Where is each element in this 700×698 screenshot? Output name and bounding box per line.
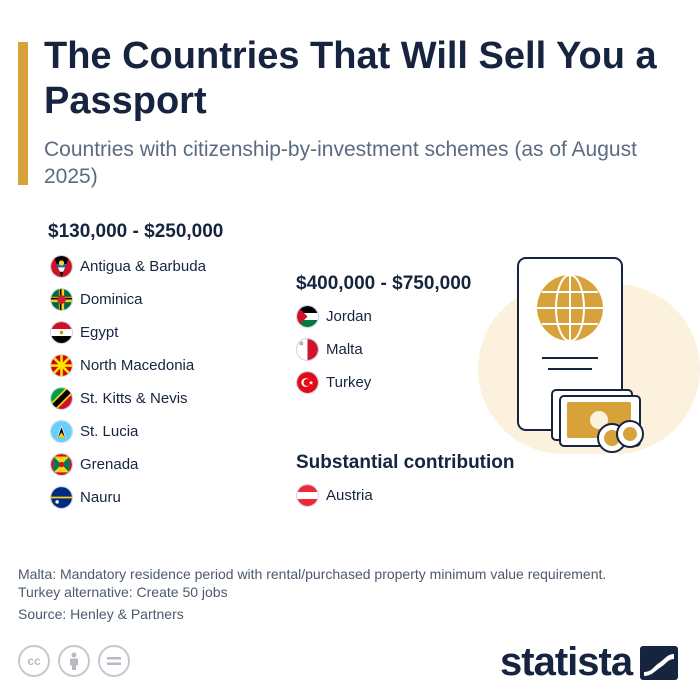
- accent-bar: [18, 42, 28, 185]
- list-item: Antigua & Barbuda: [50, 250, 206, 283]
- list-item: Turkey: [296, 366, 372, 399]
- country-name: St. Lucia: [80, 423, 139, 440]
- country-name: Austria: [326, 487, 373, 504]
- grenada-flag-icon: [50, 453, 73, 476]
- nauru-flag-icon: [50, 486, 73, 509]
- turkey-flag-icon: [296, 371, 319, 394]
- austria-flag-icon: [296, 484, 319, 507]
- egypt-flag-icon: [50, 321, 73, 344]
- group-heading-tier3: Substantial contribution: [296, 452, 515, 473]
- page-title: The Countries That Will Sell You a Passp…: [44, 35, 657, 122]
- country-name: Nauru: [80, 489, 121, 506]
- passport-illustration-icon: [478, 257, 700, 454]
- country-name: Malta: [326, 341, 363, 358]
- jordan-flag-icon: [296, 305, 319, 328]
- country-name: North Macedonia: [80, 357, 195, 374]
- page-subtitle: Countries with citizenship-by-investment…: [44, 138, 637, 188]
- country-list-tier3: Austria: [296, 479, 373, 512]
- list-item: Dominica: [50, 283, 206, 316]
- list-item: Jordan: [296, 300, 372, 333]
- antigua-barbuda-flag-icon: [50, 255, 73, 278]
- country-list-tier1: Antigua & Barbuda Dominica Egypt North M…: [50, 250, 206, 514]
- list-item: Austria: [296, 479, 373, 512]
- note-turkey: Turkey alternative: Create 50 jobs: [18, 584, 228, 600]
- statista-mark-icon[interactable]: [640, 646, 678, 680]
- list-item: Malta: [296, 333, 372, 366]
- list-item: St. Kitts & Nevis: [50, 382, 206, 415]
- note-malta: Malta: Mandatory residence period with r…: [18, 566, 607, 582]
- country-name: Dominica: [80, 291, 143, 308]
- st-lucia-flag-icon: [50, 420, 73, 443]
- cc-icon[interactable]: cc: [18, 645, 50, 677]
- country-name: Antigua & Barbuda: [80, 258, 206, 275]
- by-icon[interactable]: [58, 645, 90, 677]
- country-name: Grenada: [80, 456, 139, 473]
- country-list-tier2: Jordan Malta Turkey: [296, 300, 372, 399]
- country-name: St. Kitts & Nevis: [80, 390, 188, 407]
- list-item: North Macedonia: [50, 349, 206, 382]
- statista-logo[interactable]: statista: [500, 640, 633, 684]
- st-kitts-nevis-flag-icon: [50, 387, 73, 410]
- dominica-flag-icon: [50, 288, 73, 311]
- country-name: Jordan: [326, 308, 372, 325]
- list-item: Egypt: [50, 316, 206, 349]
- north-macedonia-flag-icon: [50, 354, 73, 377]
- malta-flag-icon: [296, 338, 319, 361]
- list-item: St. Lucia: [50, 415, 206, 448]
- group-heading-tier2: $400,000 - $750,000: [296, 273, 472, 294]
- list-item: Grenada: [50, 448, 206, 481]
- source-text: Source: Henley & Partners: [18, 606, 184, 622]
- group-heading-tier1: $130,000 - $250,000: [48, 221, 224, 242]
- country-name: Egypt: [80, 324, 119, 341]
- list-item: Nauru: [50, 481, 206, 514]
- license-icons: cc: [18, 645, 130, 677]
- country-name: Turkey: [326, 374, 372, 391]
- nd-icon[interactable]: [98, 645, 130, 677]
